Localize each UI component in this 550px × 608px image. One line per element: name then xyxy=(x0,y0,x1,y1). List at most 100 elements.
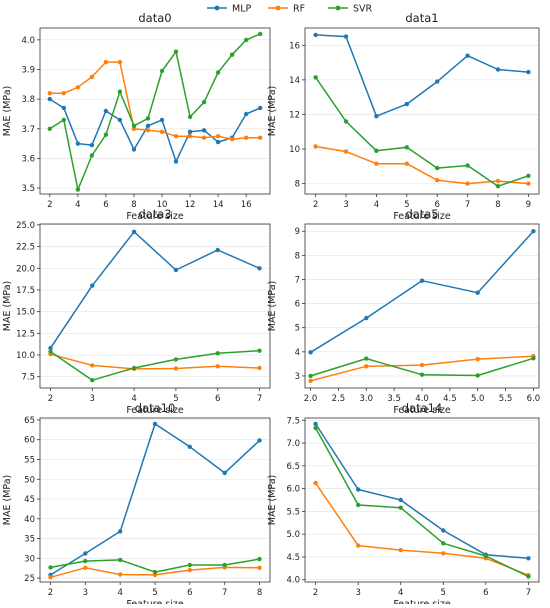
series-line-rf xyxy=(314,482,529,576)
y-tick-label: 7.5 xyxy=(21,373,35,383)
data-point-svr xyxy=(526,574,531,579)
data-point-mlp xyxy=(215,247,220,253)
legend-label-svr: SVR xyxy=(353,4,373,15)
data-point-mlp xyxy=(90,283,95,288)
y-tick-label: 7.5 xyxy=(286,416,300,426)
y-tick-label: 65 xyxy=(24,416,35,426)
series-line-mlp xyxy=(315,34,529,117)
x-tick-label: 4.5 xyxy=(443,394,457,404)
data-point-rf xyxy=(47,91,52,96)
data-point-rf xyxy=(187,134,193,139)
legend: MLP RF SVR xyxy=(207,4,373,15)
data-point-svr xyxy=(343,119,349,124)
y-tick-label: 55 xyxy=(24,455,35,465)
x-tick-label: 2 xyxy=(313,588,318,598)
legend-marker-mlp xyxy=(214,5,220,11)
y-tick-label: 7 xyxy=(295,275,300,285)
data-point-mlp xyxy=(308,350,313,355)
data-point-rf xyxy=(257,365,262,371)
data-point-mlp xyxy=(257,438,262,443)
plot-area-frame xyxy=(304,27,540,195)
x-tick-label: 6 xyxy=(187,588,192,598)
x-tick-label: 2.0 xyxy=(304,394,318,404)
y-tick-label: 3.7 xyxy=(21,125,35,135)
data-point-mlp xyxy=(131,147,137,152)
data-point-rf xyxy=(435,178,440,183)
series-line-rf xyxy=(49,61,261,140)
x-tick-label: 5 xyxy=(173,394,178,404)
data-point-mlp xyxy=(343,34,349,39)
data-point-svr xyxy=(103,132,109,137)
data-point-svr xyxy=(526,173,531,178)
data-point-svr xyxy=(374,148,379,153)
data-point-svr xyxy=(356,502,361,508)
data-point-rf xyxy=(313,480,318,486)
y-tick-label: 10 xyxy=(289,145,300,155)
data-point-rf xyxy=(441,551,446,556)
x-tick-label: 2 xyxy=(313,200,318,210)
x-tick-label: 6 xyxy=(434,200,439,210)
series-line-rf xyxy=(315,145,529,185)
data-point-rf xyxy=(258,135,263,140)
data-point-svr xyxy=(145,116,151,121)
data-point-rf xyxy=(89,74,95,80)
y-tick-label: 6.0 xyxy=(286,485,300,495)
y-tick-label: 9 xyxy=(295,227,300,237)
data-point-svr xyxy=(187,562,192,568)
y-tick-label: 3.6 xyxy=(21,154,35,164)
data-point-rf xyxy=(83,565,88,570)
x-axis-label: Feature size xyxy=(126,211,183,222)
y-axis-label: MAE (MPa) xyxy=(2,281,13,331)
data-point-mlp xyxy=(145,123,151,128)
data-point-svr xyxy=(201,99,207,105)
data-point-svr xyxy=(531,356,536,361)
data-point-rf xyxy=(201,135,207,140)
chart-panels: 3.5 3.6 3.7 3.8 3.9 4.0 2 4 6 8 10 12 14 16 data0 Featu… xyxy=(2,11,541,608)
x-tick-label: 8 xyxy=(495,200,500,210)
y-tick-label: 50 xyxy=(24,475,35,485)
x-tick-label: 6.0 xyxy=(527,394,541,404)
data-point-svr xyxy=(404,145,409,150)
data-point-mlp xyxy=(187,444,192,449)
data-point-rf xyxy=(118,572,123,577)
y-tick-label: 7.0 xyxy=(286,439,300,449)
x-tick-label: 8 xyxy=(131,200,136,210)
data-point-mlp xyxy=(364,315,369,321)
y-tick-label: 3 xyxy=(295,372,300,382)
data-point-svr xyxy=(90,378,95,383)
x-tick-label: 5 xyxy=(441,588,446,598)
data-point-mlp xyxy=(526,556,531,561)
data-point-svr xyxy=(257,348,262,353)
data-point-mlp xyxy=(103,108,109,114)
data-point-rf xyxy=(173,134,179,139)
data-point-rf xyxy=(215,134,221,139)
data-point-svr xyxy=(398,505,403,510)
data-point-mlp xyxy=(61,105,66,111)
series-line-mlp xyxy=(49,98,261,163)
y-tick-label: 30 xyxy=(24,554,35,564)
panel-title: data1 xyxy=(405,11,438,25)
data-point-svr xyxy=(313,425,318,431)
data-point-svr xyxy=(441,541,446,546)
data-point-mlp xyxy=(313,32,318,38)
data-point-mlp xyxy=(398,497,403,503)
panel-data3: 7.5 10.0 12.5 15.0 17.5 20.0 22.5 25.0 2 3 4 5 6 7 dat… xyxy=(2,207,271,416)
data-point-rf xyxy=(61,91,66,96)
x-tick-label: 8 xyxy=(257,588,262,598)
data-point-rf xyxy=(398,547,403,553)
data-point-svr xyxy=(308,373,313,379)
plot-area-frame xyxy=(39,223,271,389)
data-point-svr xyxy=(83,558,88,564)
data-point-svr xyxy=(131,123,137,128)
x-tick-label: 4 xyxy=(131,394,136,404)
data-point-svr xyxy=(47,126,52,131)
y-tick-label: 8 xyxy=(295,251,300,261)
data-point-rf xyxy=(475,356,480,362)
y-tick-label: 16 xyxy=(289,41,300,51)
y-tick-label: 3.5 xyxy=(21,184,35,194)
data-point-rf xyxy=(173,366,179,371)
data-point-mlp xyxy=(244,111,249,117)
data-point-svr xyxy=(495,184,501,189)
x-tick-label: 5 xyxy=(152,588,157,598)
